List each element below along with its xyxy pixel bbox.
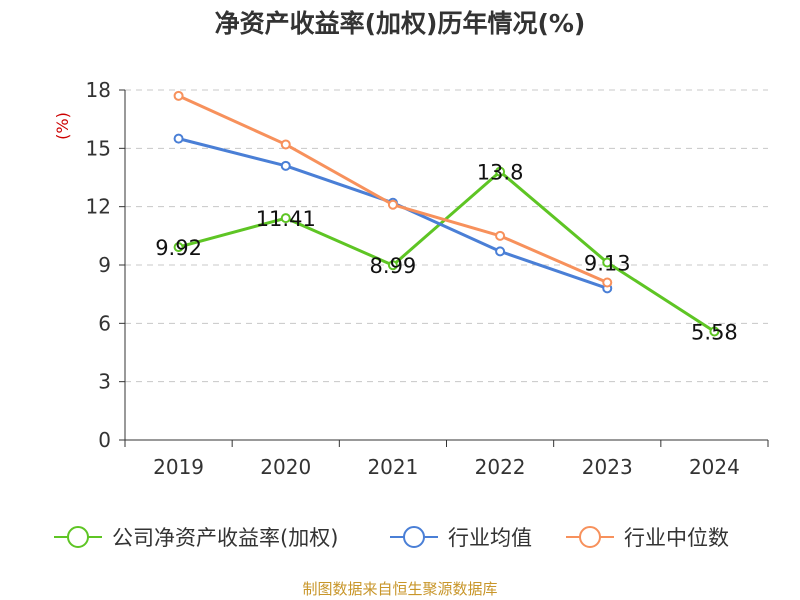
data-point: [280, 213, 291, 224]
x-tick-label: 2019: [153, 455, 204, 479]
data-point: [495, 166, 506, 177]
data-label: 9.92: [155, 236, 202, 260]
series-lines: [173, 90, 720, 337]
footer-source: 制图数据来自恒生聚源数据库: [302, 580, 498, 598]
y-tick-label: 0: [98, 428, 111, 452]
data-label: 11.41: [256, 207, 316, 231]
series-line-0: [178, 170, 716, 333]
chart-title: 净资产收益率(加权)历年情况(%): [214, 9, 586, 38]
data-point: [602, 257, 613, 268]
y-tick-label: 12: [86, 195, 111, 219]
y-tick-label: 18: [86, 78, 111, 102]
x-tick-label: 2024: [689, 455, 740, 479]
data-point: [173, 133, 184, 144]
y-tick-label: 9: [98, 253, 111, 277]
data-point: [280, 160, 291, 171]
grid-lines: [125, 89, 768, 383]
data-labels: 9.92 11.41 8.99 13.8 9.13 5.58: [155, 161, 738, 345]
data-point: [387, 199, 398, 210]
data-label: 13.8: [477, 161, 524, 185]
data-point: [173, 90, 184, 101]
x-tick-label: 2020: [260, 455, 311, 479]
axes: 0 3 6 9 12 15 18 (%) 2019 2020 2021 2022 2023 2024: [53, 78, 769, 479]
legend-marker: [67, 526, 89, 548]
data-point: [709, 326, 720, 337]
x-tick-label: 2023: [582, 455, 633, 479]
data-point: [602, 277, 613, 288]
legend-label: 公司净资产收益率(加权): [112, 526, 338, 550]
x-tick-label: 2021: [367, 455, 418, 479]
data-point: [495, 230, 506, 241]
data-point: [495, 246, 506, 257]
legend: 公司净资产收益率(加权) 行业均值 行业中位数: [54, 526, 729, 550]
y-axis-label: (%): [53, 112, 72, 140]
x-tick-label: 2022: [475, 455, 526, 479]
data-label: 9.13: [584, 251, 631, 275]
y-tick-label: 15: [86, 136, 111, 160]
data-point: [280, 139, 291, 150]
data-label: 8.99: [370, 254, 417, 278]
data-label: 5.58: [691, 321, 738, 345]
y-tick-label: 3: [98, 370, 111, 394]
data-point: [173, 242, 184, 253]
legend-label: 行业均值: [448, 526, 532, 550]
legend-marker: [579, 526, 601, 548]
legend-label: 行业中位数: [624, 526, 729, 550]
y-tick-label: 6: [98, 311, 111, 335]
legend-marker: [403, 526, 425, 548]
data-point: [387, 260, 398, 271]
